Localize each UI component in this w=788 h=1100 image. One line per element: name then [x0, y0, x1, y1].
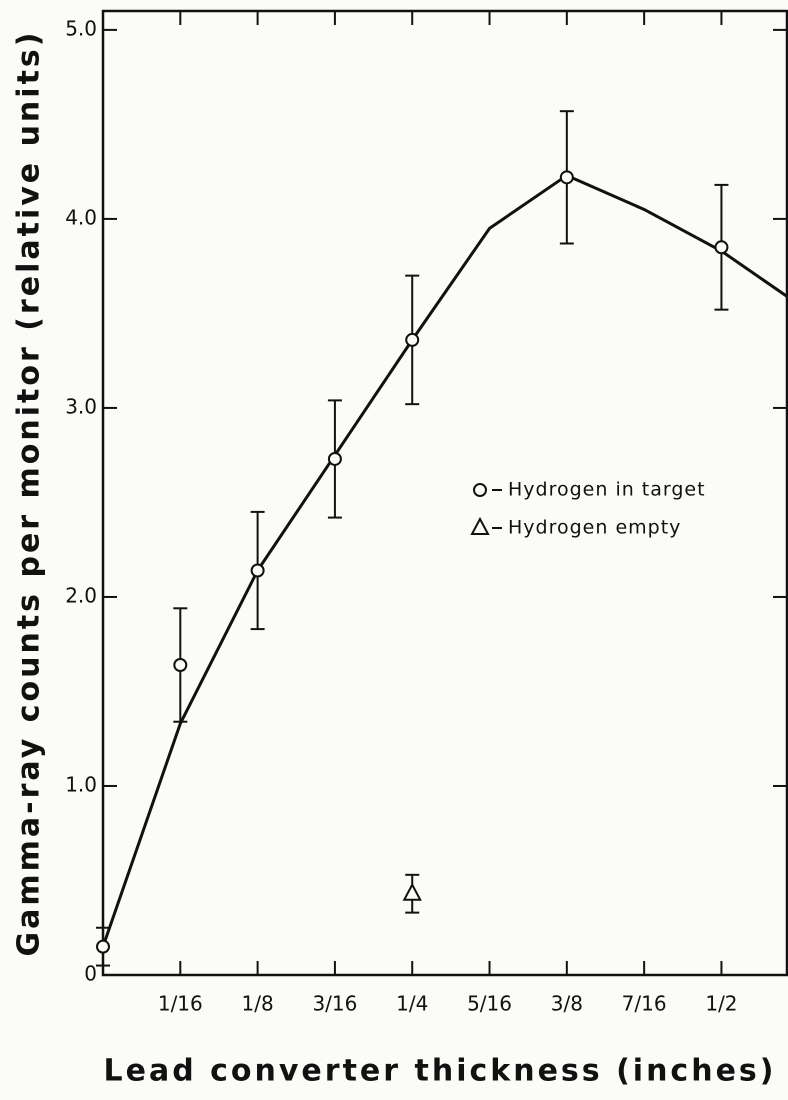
- y-tick-label: 2.0: [65, 583, 97, 607]
- data-point: [250, 563, 265, 578]
- legend-marker: [470, 516, 490, 535]
- data-point: [559, 170, 574, 185]
- x-tick-label: 1/8: [242, 992, 274, 1016]
- x-tick-label: 1/4: [396, 992, 428, 1016]
- x-tick-label: 3/16: [312, 992, 357, 1016]
- y-tick-label: 3.0: [65, 394, 97, 418]
- data-point: [402, 882, 422, 901]
- x-tick-label: 5/16: [467, 992, 512, 1016]
- data-point: [96, 939, 110, 954]
- y-tick-label: 0: [84, 962, 97, 986]
- y-axis-label: Gamma-ray counts per monitor (relative u…: [12, 30, 47, 957]
- data-point: [327, 451, 342, 466]
- legend-label: Hydrogen empty: [508, 517, 681, 539]
- plot-frame: [101, 9, 788, 977]
- y-tick-label: 1.0: [65, 772, 97, 796]
- legend-marker: [473, 483, 487, 497]
- x-tick-label: 1/16: [158, 992, 203, 1016]
- legend-label: Hydrogen in target: [508, 479, 706, 501]
- x-axis-label: Lead converter thickness (inches): [104, 1054, 777, 1089]
- y-tick-label: 4.0: [65, 205, 97, 229]
- x-tick-label: 1/2: [705, 992, 737, 1016]
- x-tick-label: 3/8: [551, 992, 583, 1016]
- y-tick-label: 5.0: [65, 16, 97, 40]
- x-tick-label: 7/16: [622, 992, 667, 1016]
- data-point: [173, 658, 188, 673]
- fit-curve: [101, 173, 788, 948]
- data-point: [405, 332, 420, 347]
- data-point: [714, 240, 729, 255]
